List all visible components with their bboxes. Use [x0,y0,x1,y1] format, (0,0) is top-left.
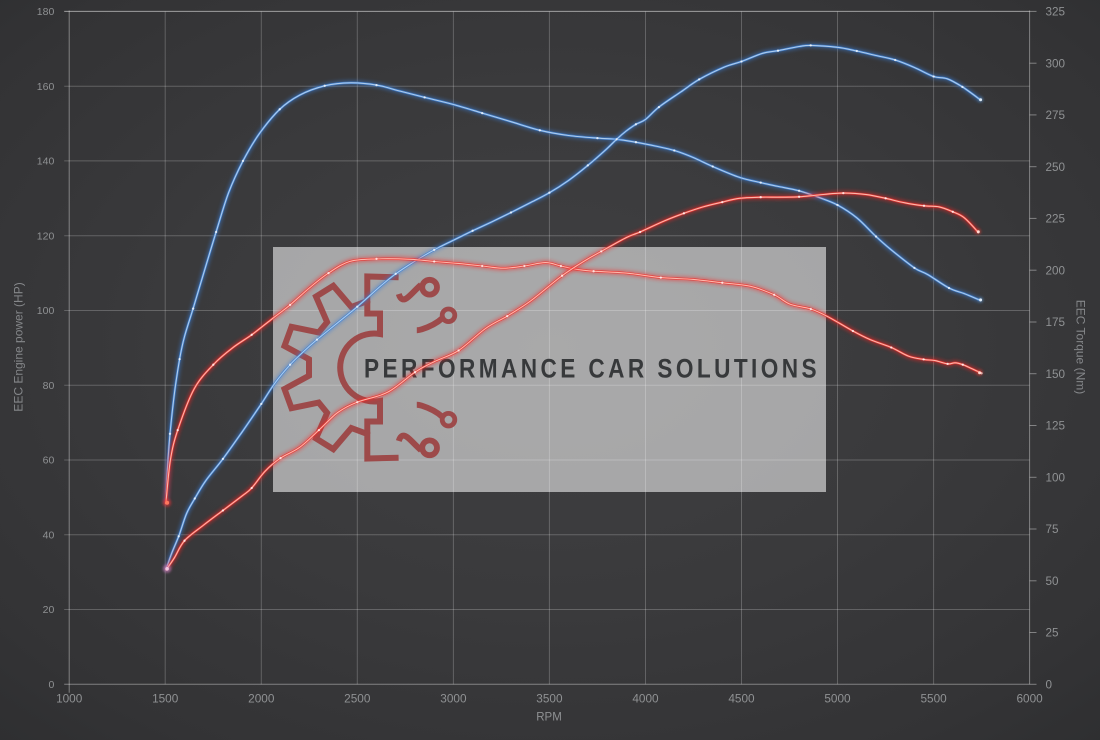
svg-text:180: 180 [37,6,55,18]
svg-text:100: 100 [37,305,55,317]
svg-text:125: 125 [1046,420,1066,433]
svg-text:150: 150 [1046,368,1066,381]
svg-text:325: 325 [1046,6,1066,19]
svg-text:RPM: RPM [536,712,562,724]
svg-text:250: 250 [1046,161,1066,174]
svg-text:0: 0 [48,679,54,691]
svg-text:EEC Torque (Nm): EEC Torque (Nm) [1074,300,1088,394]
svg-text:4500: 4500 [728,691,755,705]
svg-text:140: 140 [37,156,55,168]
svg-text:225: 225 [1046,213,1066,226]
svg-text:3500: 3500 [536,691,563,705]
svg-text:2500: 2500 [344,691,371,705]
svg-text:6000: 6000 [1016,691,1043,705]
svg-text:275: 275 [1046,109,1066,122]
svg-text:100: 100 [1046,472,1066,485]
svg-text:160: 160 [37,81,55,93]
svg-text:1500: 1500 [152,691,179,705]
svg-text:1000: 1000 [56,691,83,705]
svg-text:5500: 5500 [920,691,947,705]
svg-text:4000: 4000 [632,691,659,705]
svg-text:120: 120 [37,230,55,242]
svg-text:200: 200 [1046,264,1066,277]
svg-text:80: 80 [43,380,55,392]
svg-text:0: 0 [1046,679,1053,692]
svg-text:25: 25 [1046,627,1060,640]
svg-text:60: 60 [43,455,55,467]
svg-text:300: 300 [1046,57,1066,70]
svg-text:EEC Engine power (HP): EEC Engine power (HP) [11,282,25,411]
svg-text:PERFORMANCE CAR SOLUTIONS: PERFORMANCE CAR SOLUTIONS [364,354,820,384]
svg-text:175: 175 [1046,316,1066,329]
svg-text:3000: 3000 [440,691,467,705]
svg-text:5000: 5000 [824,691,851,705]
svg-text:50: 50 [1046,575,1060,588]
svg-text:75: 75 [1046,523,1060,536]
svg-text:20: 20 [43,604,55,616]
svg-text:2000: 2000 [248,691,275,705]
svg-text:40: 40 [43,529,55,541]
